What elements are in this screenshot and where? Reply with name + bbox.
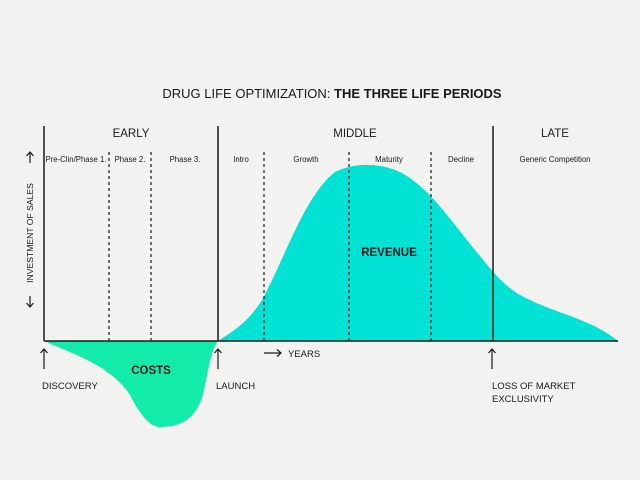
phase-label-pre-clin: Pre-Clin/Phase 1.: [45, 155, 106, 164]
revenue-area: [218, 164, 618, 341]
loss-arrow-icon: [488, 348, 496, 369]
diagram-title: DRUG LIFE OPTIMIZATION: THE THREE LIFE P…: [162, 86, 502, 101]
y-arrow-up-icon: [26, 151, 34, 163]
costs-area: [44, 341, 218, 427]
discovery-arrow-icon: [40, 348, 48, 369]
launch-arrow-icon: [214, 348, 222, 369]
title-emphasis: THE THREE LIFE PERIODS: [334, 86, 502, 101]
revenue-label: REVENUE: [361, 247, 417, 259]
phase-label-growth: Growth: [293, 155, 318, 164]
x-axis-label: YEARS: [288, 349, 320, 360]
x-arrow-icon: [264, 349, 282, 357]
phase-label-phase2: Phase 2.: [115, 155, 146, 164]
y-axis: INVESTMENT OF SALES: [25, 151, 35, 308]
milestone-loss-line2: EXCLUSIVITY: [492, 394, 554, 405]
phase-dividers: [108, 152, 432, 341]
milestone-launch: LAUNCH: [216, 381, 255, 392]
phase-label-intro: Intro: [233, 155, 249, 164]
title-prefix: DRUG LIFE OPTIMIZATION:: [162, 86, 334, 101]
phase-label-generic: Generic Competition: [519, 155, 590, 164]
costs-label: COSTS: [131, 365, 171, 377]
phase-label-phase3: Phase 3.: [170, 155, 201, 164]
phase-label-maturity: Maturity: [375, 155, 403, 164]
milestone-loss-line1: LOSS OF MARKET: [492, 381, 576, 392]
y-arrow-down-icon: [26, 296, 34, 308]
period-label-middle: MIDDLE: [333, 128, 377, 140]
y-axis-label: INVESTMENT OF SALES: [25, 183, 35, 283]
phase-label-decline: Decline: [448, 155, 474, 164]
milestone-discovery: DISCOVERY: [42, 381, 98, 392]
period-label-late: LATE: [541, 128, 569, 140]
period-label-early: EARLY: [113, 128, 150, 140]
